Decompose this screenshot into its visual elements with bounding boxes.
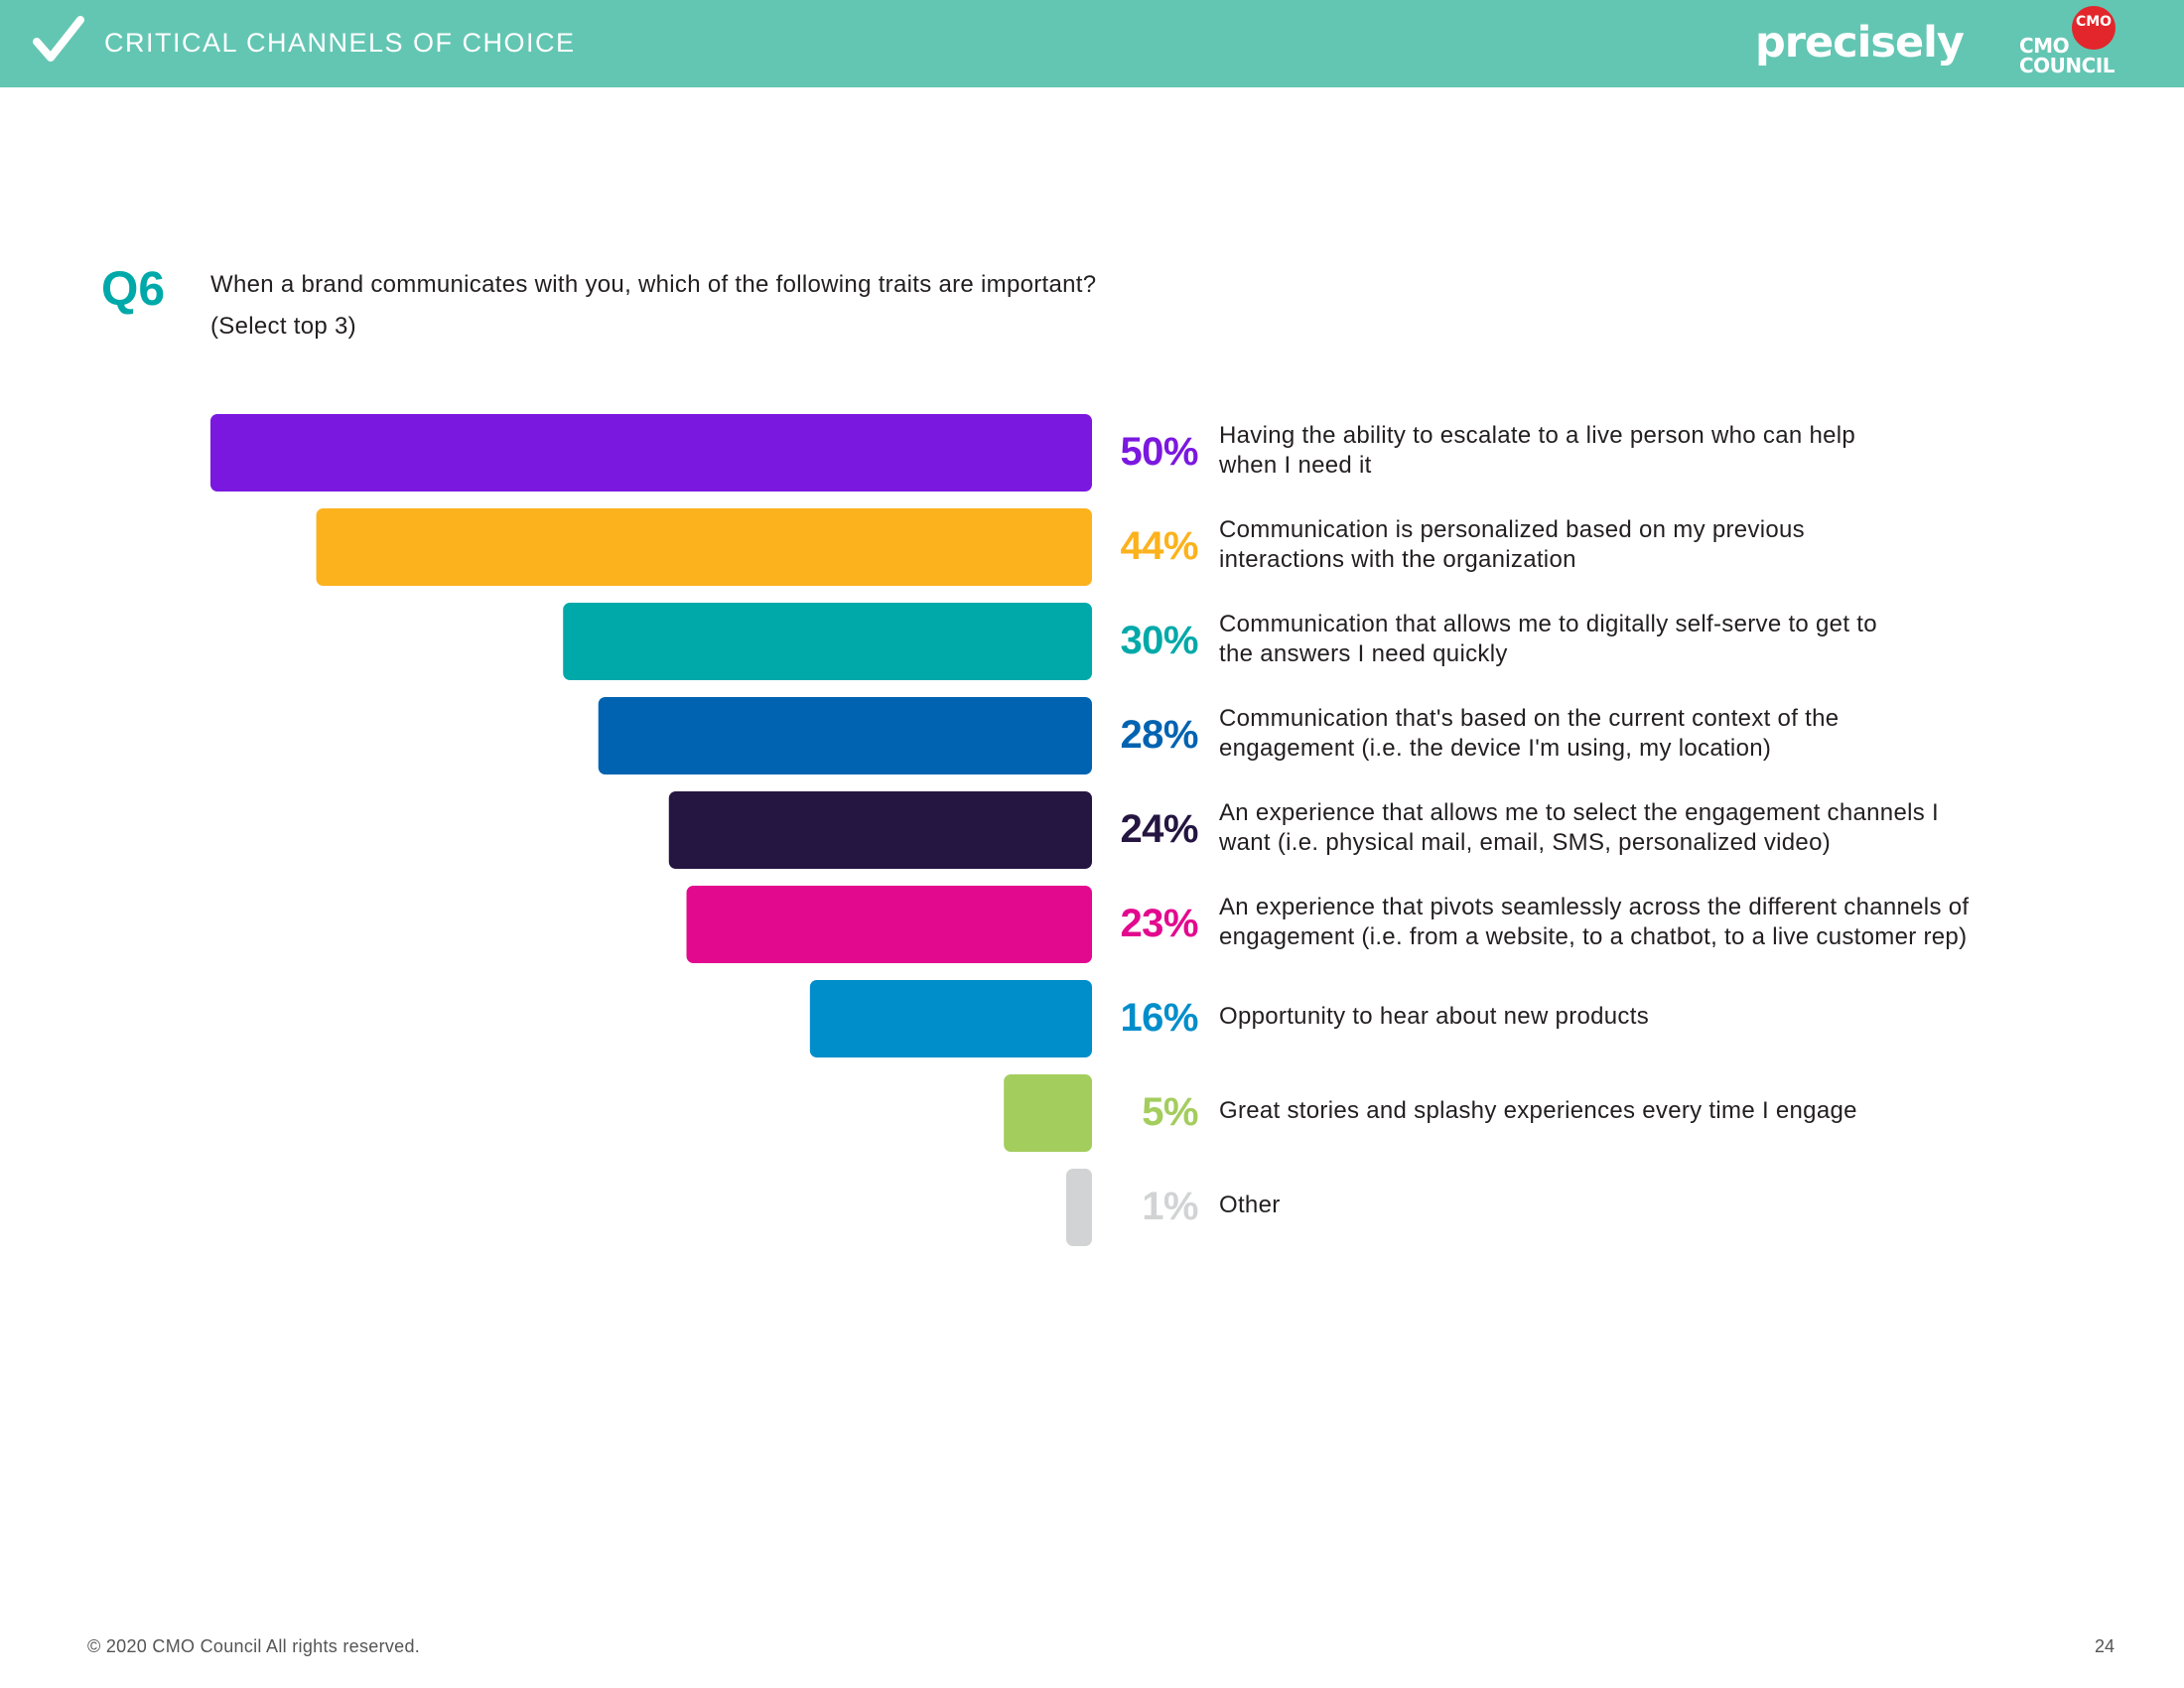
bar-chart: 50% Having the ability to escalate to a l… xyxy=(0,397,2184,1261)
bar-1 xyxy=(210,414,1092,492)
value-label-6: 23% xyxy=(1120,902,1198,945)
cmo-logo-mark: CMO xyxy=(2075,14,2113,30)
category-label-9: Other xyxy=(1219,1192,1281,1218)
value-label-1: 50% xyxy=(1120,430,1198,474)
question-number: Q6 xyxy=(101,263,166,316)
category-label-6: An experience that pivots seamlessly acr… xyxy=(1219,894,1970,950)
question-text: When a brand communicates with you, whic… xyxy=(210,271,1097,298)
category-label-2: Communication is personalized based on m… xyxy=(1219,516,1805,573)
category-label-3: Communication that allows me to digitall… xyxy=(1219,611,1877,667)
value-label-7: 16% xyxy=(1120,996,1198,1040)
bar-6 xyxy=(686,886,1092,963)
bar-9 xyxy=(1066,1169,1092,1246)
page-number: 24 xyxy=(2094,1636,2115,1656)
bar-chart-svg xyxy=(210,414,1092,1246)
question-text-block: When a brand communicates with you, whic… xyxy=(210,264,1600,348)
bar-8 xyxy=(1004,1074,1092,1152)
cmo-logo-line1: CMO xyxy=(2019,34,2070,58)
header-title: CRITICAL CHANNELS OF CHOICE xyxy=(104,28,576,58)
checkmark-icon xyxy=(33,16,84,62)
value-label-9: 1% xyxy=(1142,1185,1198,1228)
bar-3 xyxy=(563,603,1092,680)
header-bar: CRITICAL CHANNELS OF CHOICE precisely CM… xyxy=(0,0,2184,87)
value-label-8: 5% xyxy=(1142,1090,1198,1134)
cmo-logo-circle xyxy=(2072,6,2116,50)
value-label-4: 28% xyxy=(1120,713,1198,757)
cmo-council-logo: CMO CMO COUNCIL xyxy=(2010,4,2124,83)
category-label-4: Communication that's based on the curren… xyxy=(1219,705,1840,762)
copyright-text: © 2020 CMO Council All rights reserved. xyxy=(87,1636,421,1656)
bar-5 xyxy=(668,791,1092,869)
cmo-logo-line2: COUNCIL xyxy=(2019,54,2116,77)
bar-4 xyxy=(598,697,1092,774)
category-label-1: Having the ability to escalate to a live… xyxy=(1219,422,1856,479)
bar-2 xyxy=(316,508,1092,586)
category-label-8: Great stories and splashy experiences ev… xyxy=(1219,1097,1857,1124)
category-label-5: An experience that allows me to select t… xyxy=(1219,799,1939,856)
question-note: (Select top 3) xyxy=(210,313,356,340)
bar-7 xyxy=(809,980,1092,1057)
value-label-3: 30% xyxy=(1120,619,1198,662)
value-label-2: 44% xyxy=(1120,524,1198,568)
category-label-7: Opportunity to hear about new products xyxy=(1219,1003,1649,1030)
value-label-5: 24% xyxy=(1120,807,1198,851)
precisely-logo: precisely xyxy=(1755,18,1965,68)
